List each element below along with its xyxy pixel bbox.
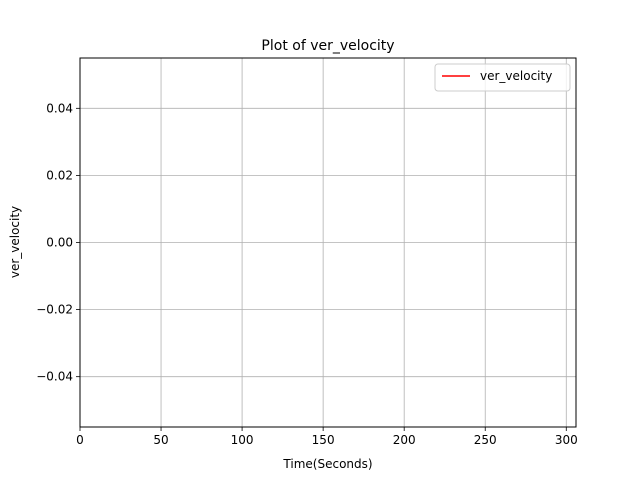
- x-tick-label: 300: [555, 433, 578, 447]
- x-tick-label: 0: [76, 433, 84, 447]
- x-tick-label: 250: [474, 433, 497, 447]
- chart-title: Plot of ver_velocity: [261, 38, 394, 54]
- x-tick-label: 100: [231, 433, 254, 447]
- x-tick-label: 200: [393, 433, 416, 447]
- y-tick-label: 0.02: [46, 168, 73, 182]
- y-tick-label: 0.00: [46, 236, 73, 250]
- y-tick-label: −0.02: [36, 303, 73, 317]
- legend: ver_velocity: [434, 63, 571, 92]
- y-axis-label: ver_velocity: [8, 206, 22, 278]
- x-tick-label: 50: [153, 433, 168, 447]
- y-axis-ticks: −0.04 −0.02 0.00 0.02 0.04: [36, 101, 80, 384]
- legend-box: [434, 63, 571, 92]
- x-axis-ticks: 0 50 100 150 200 250 300: [76, 427, 578, 447]
- x-axis-label: Time(Seconds): [282, 457, 372, 471]
- y-tick-label: −0.04: [36, 370, 73, 384]
- x-tick-label: 150: [312, 433, 335, 447]
- legend-label-ver-velocity: ver_velocity: [480, 69, 552, 83]
- grid-layer: [79, 58, 576, 427]
- y-tick-label: 0.04: [46, 101, 73, 115]
